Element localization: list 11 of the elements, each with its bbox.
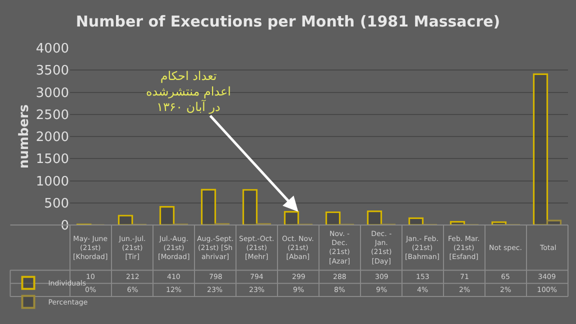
y-tick-label: 3000 bbox=[36, 86, 69, 101]
y-tick-label: 2500 bbox=[36, 108, 69, 123]
chart-title: Number of Executions per Month (1981 Massacre) bbox=[76, 12, 500, 31]
annotation: تعداد احکام اعدام منتشرشده در آبان ۱۳۶۰ bbox=[146, 69, 232, 114]
y-tick-label: 2000 bbox=[36, 130, 69, 146]
y-tick-label: 1500 bbox=[36, 152, 69, 168]
y-tick-label: 1000 bbox=[36, 174, 69, 190]
y-tick-label: 500 bbox=[44, 196, 69, 212]
y-tick-label: 3500 bbox=[36, 64, 69, 79]
y-axis-title: numbers bbox=[16, 104, 32, 169]
y-tick-label: 4000 bbox=[36, 42, 69, 57]
